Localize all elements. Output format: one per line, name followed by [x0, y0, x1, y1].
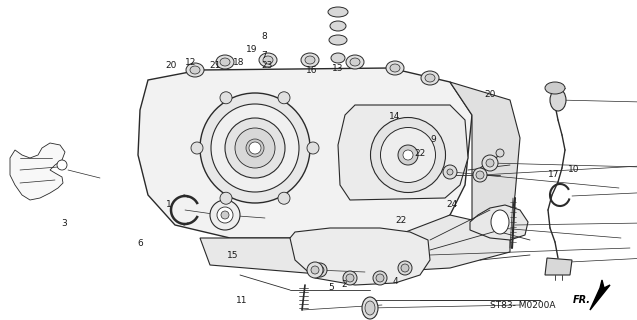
Text: 22: 22 — [415, 149, 426, 158]
Text: 19: 19 — [246, 45, 257, 54]
Ellipse shape — [362, 297, 378, 319]
Text: 22: 22 — [396, 216, 407, 225]
Text: 20: 20 — [485, 90, 496, 99]
Text: 18: 18 — [233, 58, 245, 67]
Ellipse shape — [316, 266, 324, 274]
Circle shape — [311, 266, 319, 274]
Text: FR.: FR. — [573, 295, 591, 305]
Text: 13: 13 — [332, 64, 343, 73]
Ellipse shape — [329, 35, 347, 45]
Polygon shape — [338, 105, 468, 200]
Polygon shape — [450, 82, 520, 228]
Circle shape — [221, 211, 229, 219]
Ellipse shape — [365, 301, 375, 315]
Ellipse shape — [301, 53, 319, 67]
Polygon shape — [290, 228, 430, 285]
Circle shape — [191, 142, 203, 154]
Circle shape — [57, 160, 67, 170]
Ellipse shape — [403, 150, 413, 160]
Circle shape — [447, 169, 453, 175]
Ellipse shape — [330, 21, 346, 31]
Ellipse shape — [328, 7, 348, 17]
Ellipse shape — [491, 210, 509, 234]
Text: 16: 16 — [306, 66, 318, 75]
Ellipse shape — [343, 271, 357, 285]
Ellipse shape — [496, 149, 504, 157]
Ellipse shape — [390, 64, 400, 72]
Circle shape — [307, 262, 323, 278]
Text: 17: 17 — [548, 170, 560, 179]
Ellipse shape — [225, 118, 285, 178]
Text: 7: 7 — [261, 52, 268, 60]
Polygon shape — [470, 205, 528, 240]
Ellipse shape — [249, 142, 261, 154]
Circle shape — [486, 159, 494, 167]
Ellipse shape — [313, 263, 327, 277]
Ellipse shape — [373, 271, 387, 285]
Ellipse shape — [211, 104, 299, 192]
Text: 20: 20 — [165, 61, 176, 70]
Ellipse shape — [259, 53, 277, 67]
Circle shape — [220, 92, 232, 104]
Ellipse shape — [550, 89, 566, 111]
Ellipse shape — [473, 168, 487, 182]
Polygon shape — [545, 258, 572, 275]
Polygon shape — [138, 68, 472, 238]
Ellipse shape — [200, 93, 310, 203]
Polygon shape — [10, 143, 65, 200]
Ellipse shape — [217, 207, 233, 223]
Ellipse shape — [331, 53, 345, 63]
Text: 5: 5 — [328, 284, 334, 292]
Ellipse shape — [386, 61, 404, 75]
Ellipse shape — [186, 63, 204, 77]
Ellipse shape — [346, 55, 364, 69]
Ellipse shape — [235, 128, 275, 168]
Circle shape — [482, 155, 498, 171]
Text: 14: 14 — [389, 112, 401, 121]
Text: 12: 12 — [185, 58, 197, 67]
Circle shape — [278, 92, 290, 104]
Ellipse shape — [305, 56, 315, 64]
Ellipse shape — [401, 264, 409, 272]
Ellipse shape — [421, 71, 439, 85]
Circle shape — [443, 165, 457, 179]
Text: 4: 4 — [392, 277, 397, 286]
Circle shape — [307, 142, 319, 154]
Text: 24: 24 — [447, 200, 458, 209]
Text: 15: 15 — [227, 252, 238, 260]
Ellipse shape — [246, 139, 264, 157]
Circle shape — [476, 171, 484, 179]
Text: 1: 1 — [166, 200, 172, 209]
Ellipse shape — [263, 56, 273, 64]
Text: ST83- M0200A: ST83- M0200A — [490, 300, 555, 309]
Ellipse shape — [380, 127, 436, 182]
Ellipse shape — [371, 117, 445, 193]
Text: 23: 23 — [262, 61, 273, 70]
Ellipse shape — [545, 82, 565, 94]
Circle shape — [220, 192, 232, 204]
Ellipse shape — [376, 274, 384, 282]
Ellipse shape — [398, 145, 418, 165]
Polygon shape — [200, 215, 510, 275]
Ellipse shape — [216, 55, 234, 69]
Text: 9: 9 — [430, 135, 436, 144]
Text: 10: 10 — [568, 165, 579, 174]
Text: 21: 21 — [210, 61, 221, 70]
Ellipse shape — [190, 66, 200, 74]
Text: 3: 3 — [61, 220, 67, 228]
Text: 11: 11 — [236, 296, 248, 305]
Ellipse shape — [398, 261, 412, 275]
Ellipse shape — [346, 274, 354, 282]
Ellipse shape — [210, 200, 240, 230]
Polygon shape — [590, 280, 610, 310]
Ellipse shape — [350, 58, 360, 66]
Text: 6: 6 — [137, 239, 143, 248]
Ellipse shape — [220, 58, 230, 66]
Text: 2: 2 — [341, 280, 347, 289]
Text: 8: 8 — [261, 32, 268, 41]
Circle shape — [278, 192, 290, 204]
Ellipse shape — [425, 74, 435, 82]
